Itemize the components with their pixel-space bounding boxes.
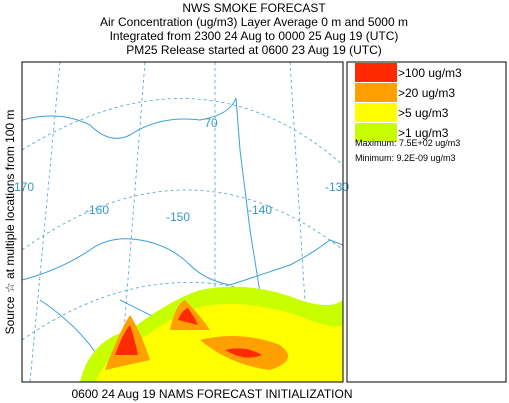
legend-swatch [355, 123, 397, 142]
legend-swatch [355, 83, 397, 102]
legend-swatch [355, 63, 397, 82]
title: NWS SMOKE FORECAST [182, 1, 326, 15]
graticule-label: 70 [204, 116, 218, 130]
footer: 0600 24 Aug 19 NAMS FORECAST INITIALIZAT… [72, 387, 353, 401]
legend-swatch [355, 103, 397, 122]
graticule-label: -160 [85, 203, 109, 217]
legend-label: >20 ug/m3 [398, 86, 455, 100]
subtitle: Integrated from 2300 24 Aug to 0000 25 A… [110, 29, 399, 43]
legend-minimum: Minimum: 9.2E-09 ug/m3 [355, 153, 456, 163]
legend-label: >5 ug/m3 [398, 106, 449, 120]
graticule-label: -150 [166, 210, 190, 224]
side-label: Source ☆ at multiple locations from 100 … [3, 110, 17, 335]
legend-label: >1 ug/m3 [398, 126, 449, 140]
legend-box [346, 61, 507, 383]
graticule-label: -170 [10, 180, 34, 194]
map [21, 61, 344, 383]
subtitle: Air Concentration (ug/m3) Layer Average … [100, 15, 408, 29]
legend-label: >100 ug/m3 [398, 66, 462, 80]
graticule-label: -130 [325, 180, 349, 194]
legend-maximum: Maximum: 7.5E+02 ug/m3 [355, 138, 460, 148]
subtitle: PM25 Release started at 0600 23 Aug 19 (… [126, 43, 381, 57]
graticule-label: -140 [248, 203, 272, 217]
